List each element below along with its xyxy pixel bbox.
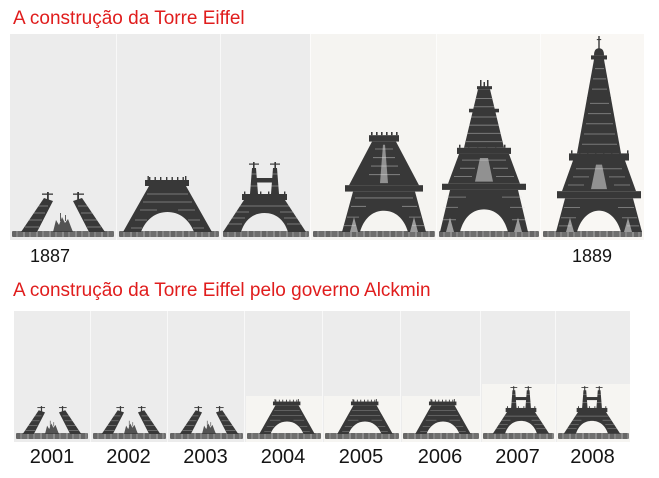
ground-texture bbox=[313, 231, 435, 237]
tower-stage3-pillars-icon bbox=[563, 386, 621, 434]
ground-texture bbox=[325, 433, 399, 439]
photo-stage2 bbox=[116, 34, 221, 240]
year-label-2008: 2008 bbox=[570, 446, 615, 468]
section2-title: A construção da Torre Eiffel pelo govern… bbox=[13, 280, 431, 301]
tower-stage2-first-platform-icon bbox=[258, 399, 316, 434]
tower-stage1-legs-icon bbox=[17, 404, 87, 434]
ground-texture bbox=[558, 433, 629, 439]
year-label-2007: 2007 bbox=[495, 446, 540, 468]
year-label-1887: 1887 bbox=[30, 246, 71, 266]
photo-1887-stage1 bbox=[10, 34, 116, 240]
tower-stage1-legs-icon bbox=[96, 404, 166, 434]
year-label-2006: 2006 bbox=[417, 446, 463, 468]
photo-stage3 bbox=[220, 34, 311, 240]
tower-stage4-second-platform-icon bbox=[342, 132, 426, 232]
year-label-2003: 2003 bbox=[183, 446, 228, 468]
ground-texture bbox=[483, 433, 554, 439]
year-label-1889: 1889 bbox=[572, 246, 613, 266]
ground-texture bbox=[543, 231, 642, 237]
tower-stage2-first-platform-icon bbox=[121, 176, 214, 232]
ground-texture bbox=[93, 433, 166, 439]
tower-stage3-pillars-icon bbox=[492, 386, 550, 434]
ground-texture bbox=[403, 433, 479, 439]
photo-strip-alckmin bbox=[14, 311, 630, 442]
alckmin-years-row: 2001 2002 2003 2004 2005 2006 2007 2008 bbox=[14, 446, 630, 469]
ground-texture bbox=[16, 433, 88, 439]
tower-stage1-legs-icon bbox=[13, 189, 113, 232]
tower-stage2-first-platform-icon bbox=[414, 399, 472, 434]
ground-texture bbox=[439, 231, 539, 237]
year-label-2001: 2001 bbox=[29, 446, 75, 468]
ground-texture bbox=[247, 433, 321, 439]
photo-2003-stage1 bbox=[167, 311, 245, 442]
tower-stage3-pillars-icon bbox=[222, 162, 307, 232]
photo-strip-1887-1889 bbox=[10, 34, 644, 240]
ground-texture bbox=[12, 231, 114, 237]
tower-stage5-upper-construction-icon bbox=[440, 80, 528, 232]
ground-texture bbox=[119, 231, 219, 237]
ground-texture bbox=[170, 433, 243, 439]
year-label-2002: 2002 bbox=[106, 446, 151, 468]
tower-stage2-first-platform-icon bbox=[336, 399, 394, 434]
photo-2001-stage1 bbox=[14, 311, 90, 442]
photo-2002-stage1 bbox=[90, 311, 168, 442]
section1-title: A construção da Torre Eiffel bbox=[13, 8, 245, 29]
tower-stage1-legs-icon bbox=[174, 404, 244, 434]
year-label-2004: 2004 bbox=[260, 446, 306, 468]
tower-complete-icon bbox=[556, 36, 642, 232]
ground-texture bbox=[223, 231, 309, 237]
year-label-2005: 2005 bbox=[338, 446, 384, 468]
